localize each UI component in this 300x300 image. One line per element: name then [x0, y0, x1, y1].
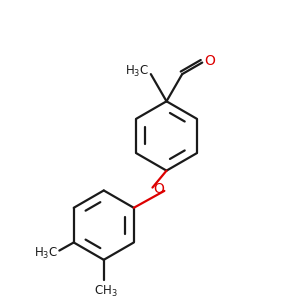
- Text: H$_3$C: H$_3$C: [125, 64, 149, 79]
- Text: O: O: [153, 182, 164, 196]
- Text: CH$_3$: CH$_3$: [94, 284, 117, 299]
- Text: H$_3$C: H$_3$C: [34, 246, 58, 261]
- Text: O: O: [204, 54, 215, 68]
